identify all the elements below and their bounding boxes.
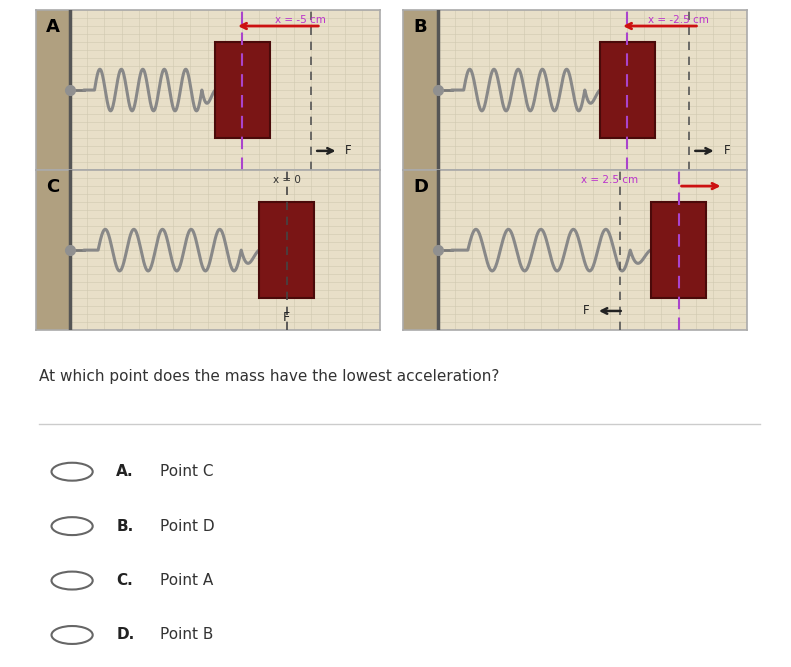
Text: F: F (345, 144, 352, 157)
Text: F: F (583, 304, 589, 317)
Text: Point C: Point C (161, 464, 214, 479)
Bar (36, 170, 70, 330)
Text: D.: D. (116, 628, 134, 642)
Bar (403, 170, 438, 330)
Text: C.: C. (116, 573, 133, 588)
Text: x = -2.5 cm: x = -2.5 cm (649, 15, 709, 25)
Bar (403, 10, 438, 170)
Text: Point D: Point D (161, 519, 215, 534)
Text: x = 2.5 cm: x = 2.5 cm (581, 175, 638, 185)
Bar (36, 10, 70, 170)
Text: C: C (46, 178, 59, 196)
Bar (600, 42, 655, 138)
Text: F: F (283, 311, 290, 323)
Text: D: D (414, 178, 429, 196)
Text: x = -5 cm: x = -5 cm (275, 15, 326, 25)
Text: x = 0: x = 0 (273, 175, 301, 185)
Text: At which point does the mass have the lowest acceleration?: At which point does the mass have the lo… (39, 370, 499, 384)
Bar (214, 42, 270, 138)
Bar (651, 202, 706, 298)
Text: B: B (414, 18, 427, 36)
Text: Point B: Point B (161, 628, 214, 642)
Text: A.: A. (116, 464, 134, 479)
Text: Point A: Point A (161, 573, 214, 588)
Bar (259, 202, 314, 298)
Text: F: F (724, 144, 730, 157)
Text: A: A (46, 18, 60, 36)
Text: B.: B. (116, 519, 134, 534)
